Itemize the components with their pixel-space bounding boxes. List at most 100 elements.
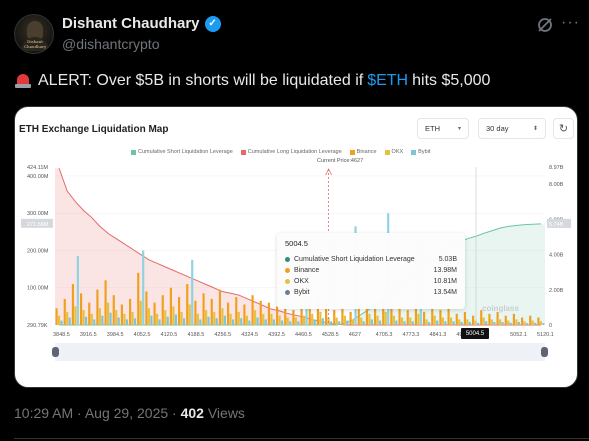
bar-okx xyxy=(139,300,142,325)
verified-badge-icon: ✓ xyxy=(204,15,221,32)
bar-okx xyxy=(392,315,395,325)
bar-binance xyxy=(455,313,458,325)
bar-okx xyxy=(180,311,183,325)
bar-bybit xyxy=(517,322,520,325)
bar-binance xyxy=(480,310,483,325)
legend-label: OKX xyxy=(391,149,404,155)
bar-binance xyxy=(243,304,246,325)
tooltip-row: Binance 13.98M xyxy=(285,265,457,276)
x-axis-tick: 4841.3 xyxy=(429,332,446,338)
range-slider[interactable] xyxy=(55,343,545,361)
bar-binance xyxy=(259,300,262,325)
legend-item[interactable]: OKX xyxy=(384,149,404,155)
x-axis-tick: 4705.3 xyxy=(376,332,393,338)
bar-okx xyxy=(229,313,232,325)
slider-handle-left[interactable] xyxy=(52,347,59,357)
bar-bybit xyxy=(289,321,292,325)
legend-swatch xyxy=(411,149,417,155)
bar-bybit xyxy=(297,321,300,325)
bar-okx xyxy=(523,321,526,325)
bar-bybit xyxy=(199,319,202,325)
bar-okx xyxy=(507,320,510,325)
bar-binance xyxy=(472,315,475,325)
stepper-icon: ⬍ xyxy=(532,126,538,132)
bar-bybit xyxy=(93,319,96,325)
bar-binance xyxy=(504,315,507,325)
bar-okx xyxy=(147,308,150,325)
avatar[interactable]: Dishant Chaudhary xyxy=(14,14,54,54)
bar-binance xyxy=(71,284,75,325)
bar-binance xyxy=(537,317,540,325)
bar-okx xyxy=(433,315,436,325)
tooltip-row: OKX 10.81M xyxy=(285,276,457,287)
slider-handle-right[interactable] xyxy=(541,347,548,357)
bar-bybit xyxy=(68,317,71,325)
bar-binance xyxy=(251,295,254,325)
bar-binance xyxy=(161,295,164,325)
legend-item[interactable]: Binance xyxy=(349,149,377,155)
bar-binance xyxy=(112,295,115,325)
bar-okx xyxy=(237,311,240,325)
bar-bybit xyxy=(150,315,153,325)
legend-label: Cumulative Short Liquidation Leverage xyxy=(138,149,233,155)
bar-okx xyxy=(335,317,338,325)
bar-bybit xyxy=(452,321,455,325)
bar-okx xyxy=(188,304,191,325)
bar-bybit xyxy=(84,316,88,325)
left-axis-tick: 300.00M xyxy=(27,211,49,217)
range-select[interactable]: 30 day ⬍ xyxy=(478,118,546,139)
bar-bybit xyxy=(313,319,316,325)
bar-okx xyxy=(441,317,444,325)
chart-legend: Cumulative Short Liquidation Leverage Cum… xyxy=(131,149,430,155)
legend-item[interactable]: Bybit xyxy=(411,149,430,155)
grok-icon[interactable] xyxy=(536,16,554,34)
bar-bybit xyxy=(280,320,284,325)
legend-item[interactable]: Cumulative Long Liquidation Leverage xyxy=(240,149,342,155)
bar-okx xyxy=(417,313,420,325)
bar-okx xyxy=(278,315,281,325)
bar-okx xyxy=(376,315,379,325)
tooltip-value: 13.98M xyxy=(433,267,457,274)
more-options-icon[interactable]: ··· xyxy=(561,14,580,31)
bar-binance xyxy=(325,308,328,325)
bar-okx xyxy=(458,319,461,325)
bar-binance xyxy=(235,297,238,325)
bar-okx xyxy=(164,310,167,325)
current-price-arrow xyxy=(325,168,332,176)
bar-binance xyxy=(447,308,450,325)
tweet-time[interactable]: 10:29 AM xyxy=(14,405,74,421)
bar-binance xyxy=(227,302,230,325)
bar-okx xyxy=(539,321,542,325)
author-name[interactable]: Dishant Chaudhary xyxy=(62,15,200,32)
bar-bybit xyxy=(444,321,447,325)
bar-bybit xyxy=(362,321,365,325)
bar-okx xyxy=(311,313,314,325)
author-name-row[interactable]: Dishant Chaudhary ✓ xyxy=(62,15,221,32)
bar-okx xyxy=(131,311,134,325)
cashtag-link[interactable]: $ETH xyxy=(367,72,409,89)
bar-okx xyxy=(66,311,69,325)
x-axis-tick: 4460.5 xyxy=(295,332,312,338)
legend-item[interactable]: Cumulative Short Liquidation Leverage xyxy=(131,149,233,155)
author-handle[interactable]: @dishantcrypto xyxy=(62,36,160,52)
bar-okx xyxy=(253,310,257,325)
bar-okx xyxy=(82,310,85,325)
tweet-date[interactable]: Aug 29, 2025 xyxy=(84,405,169,421)
bar-binance xyxy=(145,291,148,325)
avatar-figure xyxy=(27,21,43,39)
left-axis-tick: 290.79K xyxy=(27,323,48,329)
bar-binance xyxy=(365,302,369,325)
refresh-button[interactable]: ↻ xyxy=(553,118,574,139)
left-axis-tick: 100.00M xyxy=(27,286,49,292)
bar-okx xyxy=(474,320,477,325)
bar-binance xyxy=(267,302,271,325)
bar-binance xyxy=(169,287,173,325)
bar-binance xyxy=(349,311,352,325)
bar-okx xyxy=(98,308,101,325)
coinglass-watermark: coinglass xyxy=(482,304,519,313)
tooltip-value: 13.54M xyxy=(433,289,457,296)
asset-select[interactable]: ETH ▾ xyxy=(417,118,469,139)
media-card[interactable]: ETH Exchange Liquidation Map ETH ▾ 30 da… xyxy=(14,106,578,388)
tooltip-dot xyxy=(285,290,290,295)
bar-binance xyxy=(374,306,377,325)
